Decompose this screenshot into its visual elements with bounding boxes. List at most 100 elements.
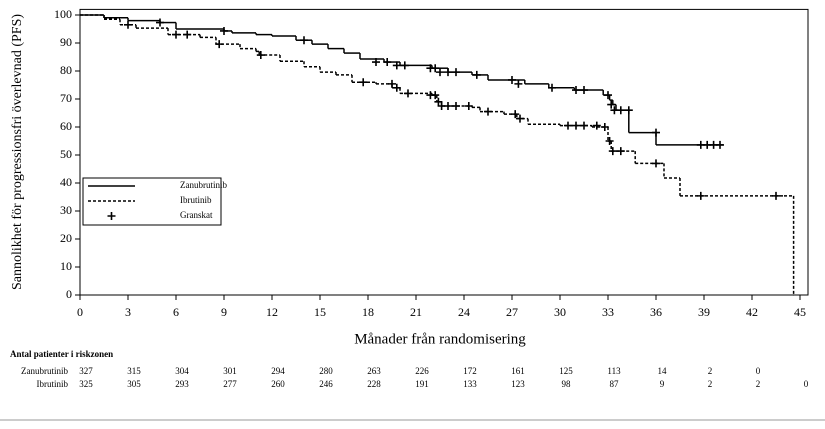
km-curve [80,14,795,295]
risk-table-title: Antal patienter i riskzonen [10,349,113,359]
risk-count: 191 [415,379,429,389]
legend-swatch [107,212,116,220]
risk-count: 293 [175,379,189,389]
y-axis-label: Sannolikhet för progressionsfri överlevn… [10,14,25,290]
y-tick-label: 90 [60,35,72,49]
censor-mark [652,128,660,137]
censor-mark [572,86,580,95]
legend-label: Granskat [180,210,213,220]
censor-mark [220,26,228,35]
risk-count: 0 [756,366,761,376]
censor-mark [772,191,780,200]
risk-count: 14 [658,366,668,376]
censor-mark [564,121,572,130]
censor-mark [215,40,224,49]
censor-mark [124,20,132,29]
censor-mark [580,86,588,95]
x-tick-label: 12 [266,305,278,319]
censor-mark [300,36,308,45]
risk-count: 228 [367,379,381,389]
censor-mark [372,58,380,67]
censor-mark [716,140,724,149]
risk-row-label: Zanubrutinib [21,366,68,376]
censor-mark [580,121,588,130]
risk-row-label: Ibrutinib [37,379,69,389]
censor-mark [605,137,614,145]
risk-count: 325 [79,379,93,389]
x-tick-label: 36 [650,305,662,319]
y-tick-label: 100 [54,7,72,21]
risk-count: 277 [223,379,237,389]
censor-mark [607,100,616,109]
risk-count: 125 [559,366,573,376]
censor-mark [452,102,460,110]
censor-mark [434,97,443,106]
censor-mark [516,114,524,123]
x-tick-label: 24 [458,305,470,319]
risk-count: 133 [463,379,477,389]
x-tick-label: 42 [746,305,758,319]
risk-count: 87 [610,379,620,389]
risk-count: 2 [708,379,713,389]
x-tick-label: 33 [602,305,614,319]
plot-frame [79,8,809,296]
censor-mark [511,110,520,119]
risk-count: 294 [271,366,285,376]
censor-mark [431,91,440,100]
censor-mark [604,91,612,100]
censor-mark [548,83,556,92]
censor-mark [616,147,625,156]
censor-mark [464,102,473,110]
y-tick-label: 30 [60,203,72,217]
risk-count: 9 [660,379,665,389]
censor-mark [508,75,516,84]
censor-mark [404,89,412,98]
risk-count: 280 [319,366,333,376]
risk-count: 305 [127,379,141,389]
x-tick-label: 0 [77,305,83,319]
censor-mark [172,30,180,39]
censor-mark [183,30,192,39]
censor-mark [616,106,625,115]
censor-mark [400,61,409,70]
censor-mark [436,68,444,77]
censor-mark [472,70,481,79]
risk-count: 0 [804,379,809,389]
y-tick-label: 60 [60,119,72,133]
y-tick-label: 0 [66,287,72,301]
y-tick-label: 40 [60,175,72,189]
risk-count: 226 [415,366,429,376]
risk-count: 304 [175,366,189,376]
censor-mark [514,79,523,88]
risk-count: 315 [127,366,141,376]
censor-mark [431,64,440,73]
y-tick-label: 80 [60,63,72,77]
y-tick-label: 20 [60,231,72,245]
risk-count: 2 [756,379,761,389]
risk-count: 113 [607,366,621,376]
censor-mark [392,61,401,70]
risk-count: 246 [319,379,333,389]
legend-label: Ibrutinib [180,195,212,205]
censor-mark [608,147,617,156]
risk-count: 263 [367,366,381,376]
risk-count: 260 [271,379,285,389]
risk-count: 123 [511,379,525,389]
censor-mark [484,107,492,116]
x-tick-label: 39 [698,305,710,319]
risk-count: 2 [708,366,713,376]
censor-mark [592,121,601,130]
x-tick-label: 30 [554,305,566,319]
legend: Zanubrutinib Ibrutinib Granskat [82,177,227,226]
censor-mark [392,83,401,92]
x-axis-label: Månader från randomisering [354,331,526,347]
censor-mark [452,68,460,77]
censor-mark [624,106,633,115]
risk-count: 98 [562,379,572,389]
risk-count: 161 [511,366,525,376]
x-tick-label: 18 [362,305,374,319]
censor-mark [156,18,164,27]
censor-mark [572,121,580,130]
x-tick-label: 45 [794,305,806,319]
